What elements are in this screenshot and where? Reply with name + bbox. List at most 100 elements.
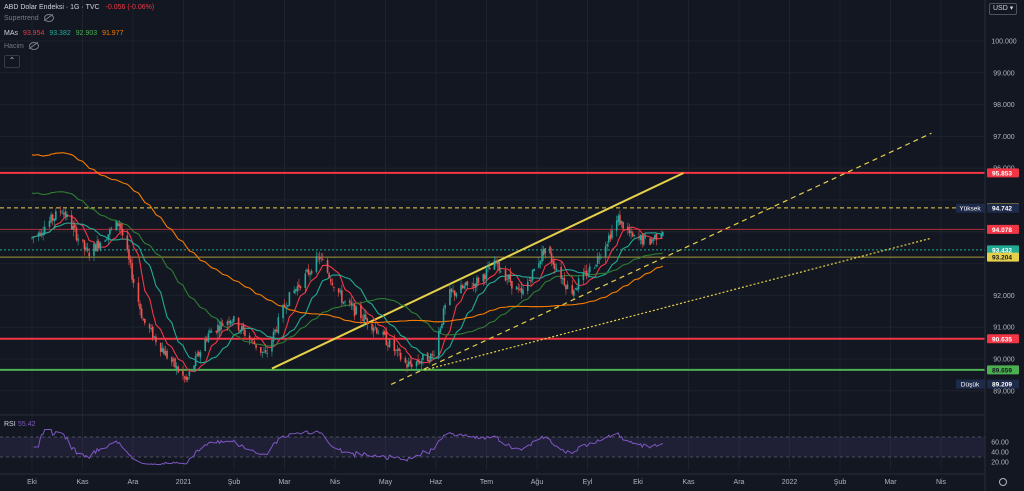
candle-body [233, 316, 235, 322]
candle-body [455, 293, 458, 297]
candle-body [104, 240, 106, 242]
candle-body [474, 283, 477, 288]
candle-body [406, 364, 408, 368]
candle-body [598, 257, 601, 259]
moving-averages [31, 152, 664, 372]
mas-legend[interactable]: MAs 93.954 93.382 92.903 91.977 [4, 29, 124, 38]
supertrend-label: Supertrend [4, 15, 39, 22]
candle-body [287, 305, 289, 307]
time-tick-label: Nis [330, 479, 341, 486]
time-tick-label: Mar [278, 479, 291, 486]
candle-body [298, 284, 300, 287]
candle-body [172, 359, 175, 361]
candle-body [574, 288, 577, 290]
candle-body [131, 263, 133, 280]
candle-body [99, 242, 102, 250]
candle-body [309, 272, 311, 275]
candle-body [444, 304, 446, 309]
candle-body [417, 359, 419, 363]
candle-body [450, 288, 453, 292]
candle-body [272, 331, 275, 342]
price-tick-label: 97.000 [993, 134, 1015, 141]
level-name-tag [956, 379, 985, 389]
level-tag [987, 365, 1019, 375]
candle-body [533, 268, 535, 272]
candle-body [584, 271, 586, 273]
candle-body [59, 210, 62, 213]
candle-body [542, 248, 545, 256]
candle-body [407, 362, 410, 367]
candle-body [318, 256, 321, 260]
candle-body [85, 247, 87, 250]
candle-body [139, 303, 141, 310]
candle-body [639, 235, 642, 240]
price-axis[interactable]: 100.00099.00098.00097.00096.00092.00091.… [984, 0, 1024, 491]
level-value-label: 94.078 [992, 227, 1012, 234]
hidden-eye-icon[interactable] [28, 42, 39, 51]
candle-body [619, 214, 621, 225]
candle-body [442, 308, 445, 325]
candle-body [83, 240, 86, 250]
candle-body [93, 243, 95, 256]
candle-body [331, 282, 334, 286]
chevron-up-icon[interactable]: ⌃ [4, 55, 20, 68]
level-tag [987, 252, 1019, 262]
candle-body [371, 323, 373, 331]
candle-body [530, 280, 532, 282]
supertrend-legend[interactable]: Supertrend [4, 14, 54, 23]
level-value-label: 93.432 [992, 247, 1012, 254]
time-tick-label: Mar [884, 479, 897, 486]
symbol-legend[interactable]: ABD Dolar Endeksi · 1G · TVC -0.056 (-0.… [4, 3, 154, 12]
candle-body [587, 273, 589, 275]
candle-body [453, 290, 456, 296]
candle-body [519, 288, 521, 290]
candle-body [175, 366, 178, 369]
candle-body [617, 215, 620, 223]
rsi-label: RSI [4, 421, 16, 428]
candle-body [506, 278, 508, 280]
candle-body [248, 335, 251, 340]
candle-body [460, 284, 462, 294]
candle-body [140, 308, 143, 319]
candle-body [528, 279, 531, 281]
price-tick-label: 99.000 [993, 70, 1015, 77]
candle-body [422, 354, 424, 361]
candle-body [374, 327, 377, 328]
level-value-label: 89.659 [992, 367, 1012, 374]
candle-body [654, 234, 656, 239]
candle-body [166, 350, 168, 359]
candle-body [120, 223, 122, 230]
candle-body [487, 266, 489, 268]
candle-body [504, 269, 507, 281]
candle-body [544, 248, 547, 254]
candle-body [482, 274, 485, 282]
chart-grid [0, 0, 985, 470]
candle-body [395, 349, 397, 351]
candle-body [228, 321, 230, 323]
time-tick-label: Nis [936, 479, 947, 486]
candle-body [596, 255, 599, 264]
candle-body [520, 288, 523, 293]
level-tag [987, 168, 1019, 178]
candle-body [317, 256, 319, 258]
volume-legend[interactable]: Hacim [4, 42, 39, 51]
candle-body [355, 306, 357, 315]
hidden-eye-icon[interactable] [43, 14, 54, 23]
candle-body [620, 220, 623, 224]
candle-body [552, 260, 554, 265]
candle-body [509, 273, 512, 283]
candle-body [466, 281, 469, 286]
candle-body [539, 260, 542, 265]
candle-body [628, 229, 631, 234]
currency-button[interactable]: USD ▾ [989, 3, 1018, 15]
candle-body [593, 267, 596, 269]
level-value-label: 94.742 [992, 206, 1012, 213]
rsi-line [33, 429, 664, 466]
candle-body [329, 279, 332, 282]
symbol-title: ABD Dolar Endeksi · 1G · TVC [4, 4, 100, 11]
time-axis[interactable]: Eki Kas Ara 2021 Şub Mar Nis May Haz Tem Ağu Eyl Eki… [0, 473, 1007, 486]
candle-body [531, 269, 534, 281]
candle-body [321, 259, 324, 261]
candle-body [48, 221, 51, 228]
